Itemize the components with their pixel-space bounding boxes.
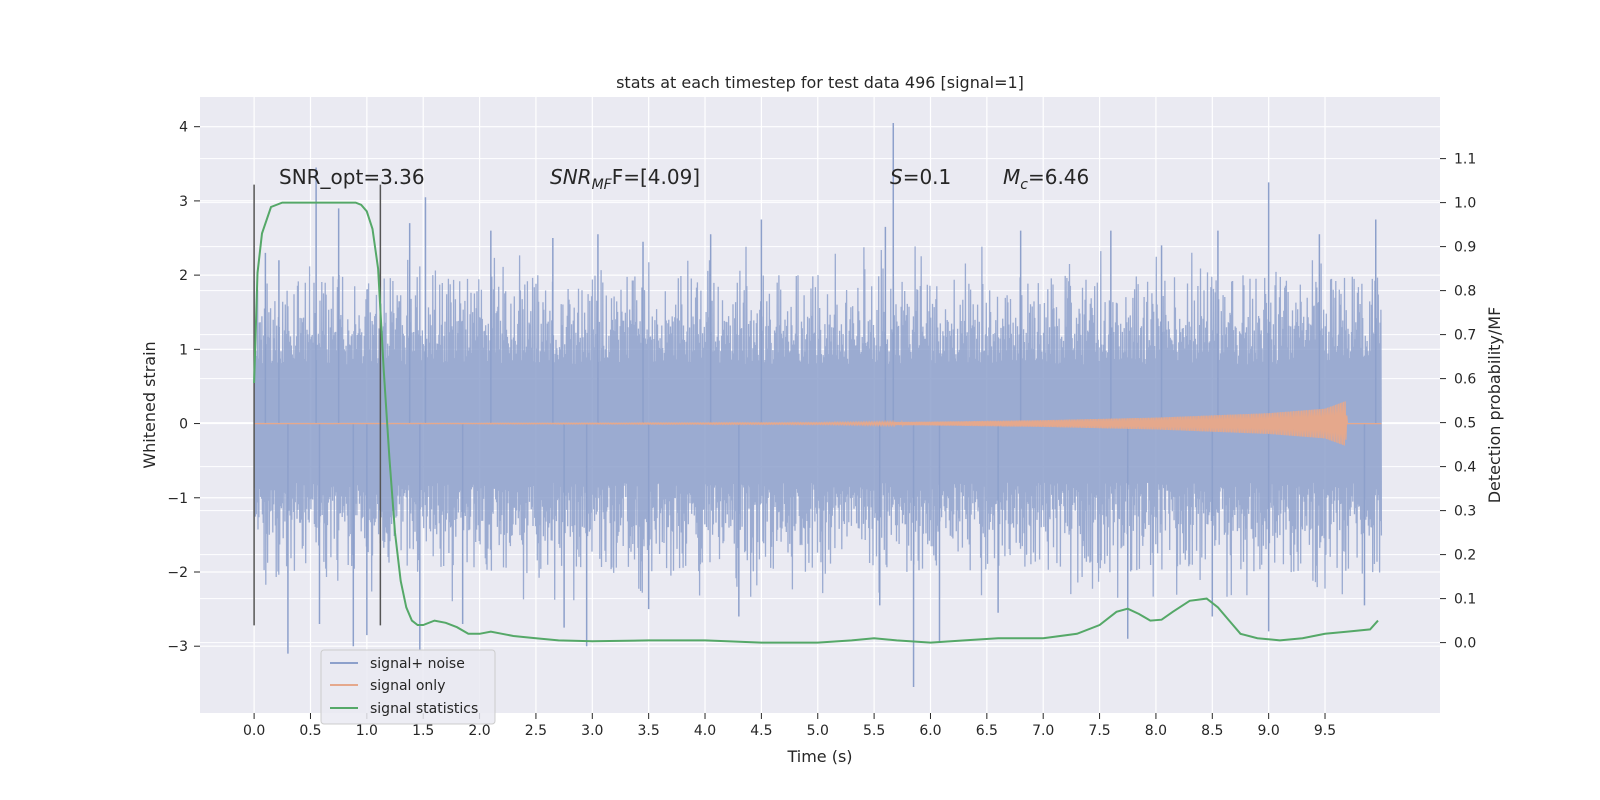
annotation-snr-opt: SNR_opt=3.36 bbox=[279, 165, 425, 189]
x-tick-label: 1.0 bbox=[356, 723, 378, 739]
x-tick-label: 1.5 bbox=[412, 723, 434, 739]
vertical-markers bbox=[253, 184, 382, 626]
x-tick-label: 2.0 bbox=[468, 723, 490, 739]
right-tick-label: 0.1 bbox=[1454, 592, 1476, 608]
signal-statistics-trace bbox=[253, 201, 1379, 644]
y-axis-ticks: 4 3 2 1 0 −1 −2 −3 bbox=[167, 120, 200, 655]
x-tick-label: 7.0 bbox=[1032, 723, 1054, 739]
signal-only-trace bbox=[254, 401, 1382, 446]
annotation-s-label: S bbox=[890, 165, 903, 189]
y-tick-label: 0 bbox=[179, 417, 188, 433]
right-tick-label: 0.9 bbox=[1454, 240, 1476, 256]
x-tick-label: 6.5 bbox=[976, 723, 998, 739]
y-tick-label: 2 bbox=[179, 268, 188, 284]
right-tick-label: 0.8 bbox=[1454, 284, 1476, 300]
annotation-mc: Mc=6.46 bbox=[1003, 165, 1089, 193]
legend-box bbox=[320, 649, 496, 725]
chart-title: stats at each timestep for test data 496… bbox=[616, 73, 1024, 92]
right-tick-label: 0.0 bbox=[1454, 636, 1476, 652]
annotation-s: S=0.1 bbox=[890, 165, 951, 189]
y-tick-label: −3 bbox=[167, 639, 188, 655]
x-tick-label: 6.0 bbox=[919, 723, 941, 739]
annotation-snr-mf-sub: MF bbox=[592, 177, 613, 193]
statistics-line bbox=[253, 201, 1379, 644]
right-tick-label: 0.5 bbox=[1454, 416, 1476, 432]
x-tick-label: 4.5 bbox=[750, 723, 772, 739]
x-tick-label: 5.5 bbox=[863, 723, 885, 739]
annotation-snr-mf-tail: F=[4.09] bbox=[612, 165, 700, 189]
right-tick-label: 0.6 bbox=[1454, 372, 1476, 388]
x-tick-label: 8.0 bbox=[1145, 723, 1167, 739]
right-tick-label: 0.3 bbox=[1454, 504, 1476, 520]
signal-noise-trace bbox=[253, 122, 1383, 688]
x-tick-label: 0.0 bbox=[243, 723, 265, 739]
noise-waveform bbox=[253, 246, 1383, 602]
annotation-mc-value: =6.46 bbox=[1028, 165, 1089, 189]
right-axis-ticks: 1.1 1.0 0.9 0.8 0.7 0.6 0.5 0.4 0.3 0.2 0.1 0.0 bbox=[1440, 152, 1476, 652]
y-tick-label: 4 bbox=[179, 120, 188, 136]
x-tick-label: 9.5 bbox=[1314, 723, 1336, 739]
annotation-s-value: =0.1 bbox=[903, 165, 952, 189]
annotation-mc-label: M bbox=[1003, 165, 1020, 189]
x-tick-label: 3.0 bbox=[581, 723, 603, 739]
x-axis-label: Time (s) bbox=[786, 747, 852, 766]
right-tick-label: 0.7 bbox=[1454, 328, 1476, 344]
right-tick-label: 0.4 bbox=[1454, 460, 1476, 476]
y-tick-label: 1 bbox=[179, 342, 188, 358]
x-tick-label: 8.5 bbox=[1201, 723, 1223, 739]
right-tick-label: 0.2 bbox=[1454, 548, 1476, 564]
y-tick-label: −1 bbox=[167, 491, 188, 507]
x-tick-label: 0.5 bbox=[299, 723, 321, 739]
x-axis-ticks: 0.0 0.5 1.0 1.5 2.0 2.5 3.0 3.5 4.0 4.5 5.0 5.5 6.0 6… bbox=[243, 713, 1336, 739]
signal-waveform bbox=[254, 401, 1382, 446]
right-tick-label: 1.1 bbox=[1454, 152, 1476, 168]
right-tick-label: 1.0 bbox=[1454, 196, 1476, 212]
y-tick-label: −2 bbox=[167, 565, 188, 581]
legend-label-statistics: signal statistics bbox=[370, 701, 478, 717]
right-axis-label: Detection probability/MF bbox=[1485, 307, 1504, 504]
x-tick-label: 7.5 bbox=[1088, 723, 1110, 739]
y-tick-label: 3 bbox=[179, 194, 188, 210]
x-tick-label: 5.0 bbox=[807, 723, 829, 739]
legend-label-signal: signal only bbox=[370, 678, 445, 694]
x-tick-label: 3.5 bbox=[638, 723, 660, 739]
x-tick-label: 4.0 bbox=[694, 723, 716, 739]
annotation-snr-mf: SNRMFF=[4.09] bbox=[550, 165, 700, 193]
legend-label-noise: signal+ noise bbox=[370, 656, 465, 672]
annotation-snr-mf-label: SNR bbox=[550, 165, 592, 189]
legend: signal+ noise signal only signal statist… bbox=[320, 649, 496, 725]
x-tick-label: 9.0 bbox=[1258, 723, 1280, 739]
x-tick-label: 2.5 bbox=[525, 723, 547, 739]
y-axis-label: Whitened strain bbox=[140, 341, 159, 468]
annotation-mc-sub: c bbox=[1020, 177, 1028, 193]
